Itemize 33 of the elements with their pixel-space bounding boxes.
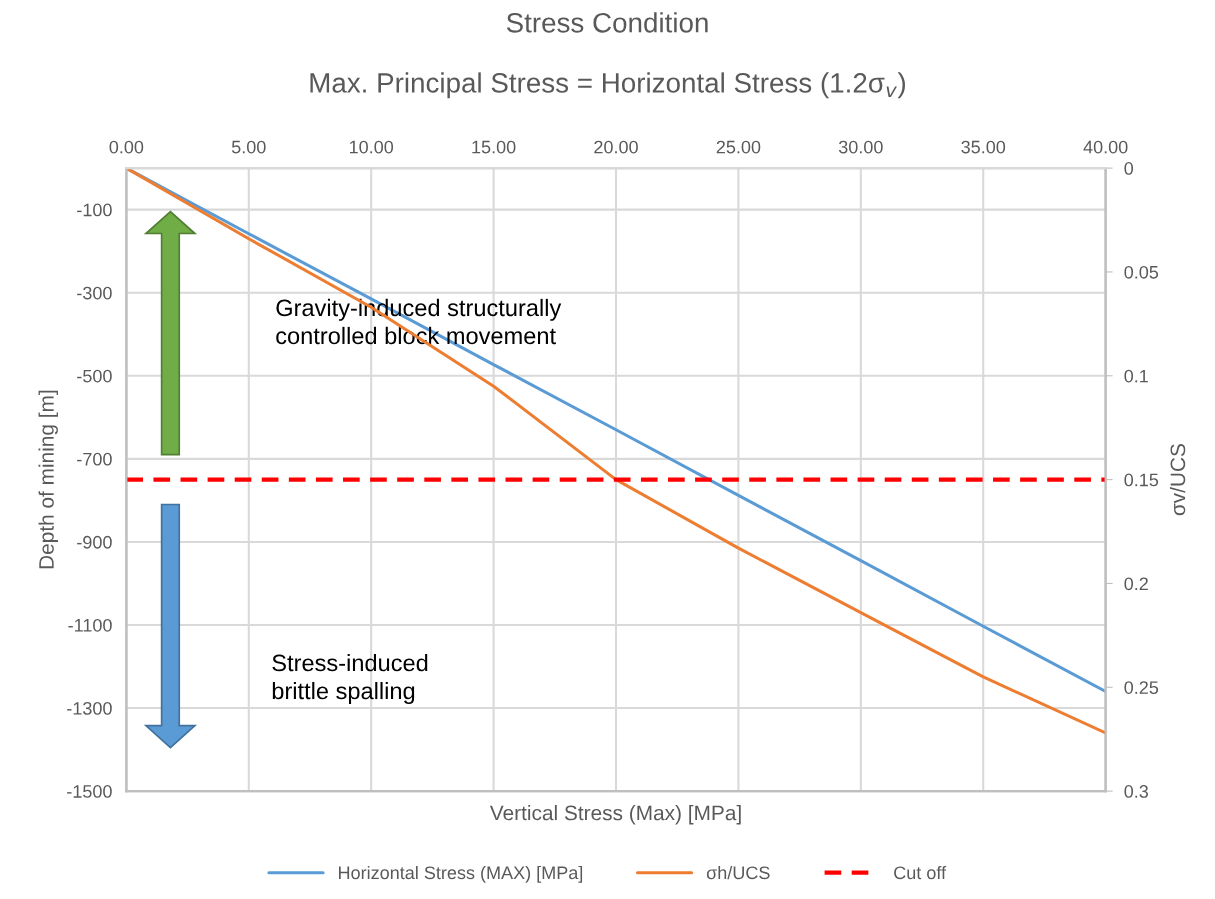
y-tick-label: -1300 [67,701,112,715]
y-tick-label: -100 [77,203,112,217]
y-axis-title: Depth of mining [m] [38,390,58,569]
x-tick-label: 20.00 [594,140,638,154]
x-tick-label: 35.00 [961,140,1006,154]
y2-tick-label: 0 [1124,162,1134,175]
x-tick-label: 15.00 [472,140,516,154]
y2-tick-label: 0.3 [1124,785,1149,798]
x-tick-label: 0.00 [109,140,144,154]
y-tick-label: -500 [77,369,112,383]
x-tick-label: 25.00 [716,140,761,154]
y2-tick-label: 0.25 [1124,681,1159,695]
legend-label: Horizontal Stress (MAX) [MPa] [339,865,583,883]
x-tick-label: 30.00 [838,140,883,154]
y-tick-label: -700 [77,452,112,466]
chart-subtitle: Max. Principal Stress = Horizontal Stress (1.2σ$_{v}$) [310,72,906,99]
annotation: Stress-induced brittle spalling [272,653,428,704]
y2-tick-label: 0.1 [1124,369,1148,383]
x-tick-label: 40.00 [1083,140,1128,154]
y2-axis-title: σv/UCS [1169,444,1186,516]
x-axis-title: Vertical Stress (Max) [MPa] [489,805,741,825]
y2-tick-label: 0.2 [1124,577,1148,591]
legend-label: σh/UCS [706,865,770,880]
x-tick-label: 5.00 [231,140,266,154]
legend-label: Cut off [894,865,947,880]
y-tick-label: -1500 [67,785,112,798]
chart-title: Stress Condition [506,12,708,33]
y-tick-label: -1100 [68,618,112,632]
y-tick-label: -300 [77,286,112,300]
y2-tick-label: 0.05 [1124,265,1159,279]
y-tick-label: -900 [77,535,112,549]
x-tick-label: 10.00 [349,140,394,154]
y2-tick-label: 0.15 [1124,473,1159,487]
